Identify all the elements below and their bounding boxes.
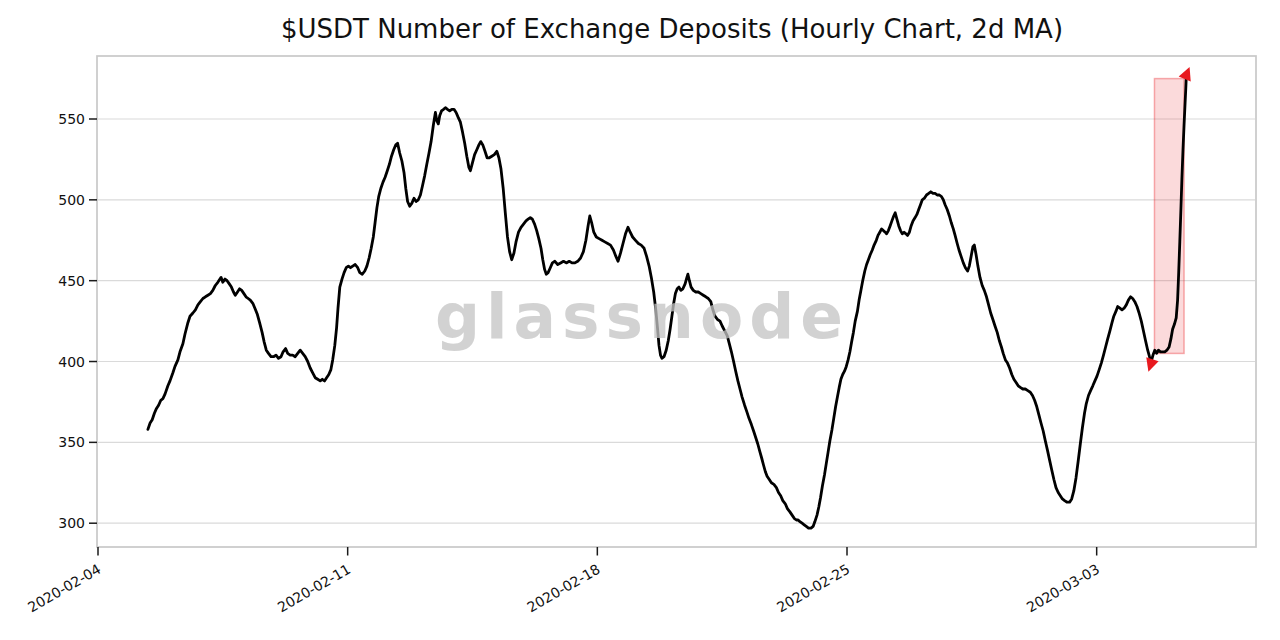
- x-tick-label: 2020-03-03: [1024, 561, 1102, 616]
- y-tick-label: 450: [58, 273, 85, 289]
- y-tick-label: 350: [58, 434, 85, 450]
- y-tick-label: 300: [58, 515, 85, 531]
- x-tick-label: 2020-02-04: [25, 561, 104, 616]
- y-tick-label: 500: [58, 192, 85, 208]
- x-tick-label: 2020-02-18: [524, 561, 602, 616]
- red-arrow-down: [1142, 357, 1158, 373]
- plot-canvas: 300 350 400 450 500 550 2020-02-04 2020-02-11 20…: [0, 0, 1280, 640]
- x-tick-label: 2020-02-25: [774, 561, 852, 616]
- x-tick-label: 2020-02-11: [275, 561, 353, 616]
- glassnode-watermark: glassnode: [435, 280, 849, 353]
- usdt-exchange-deposits-chart: $USDT Number of Exchange Deposits (Hourl…: [0, 0, 1280, 640]
- y-tick-label: 550: [58, 111, 85, 127]
- y-tick-label: 400: [58, 354, 85, 370]
